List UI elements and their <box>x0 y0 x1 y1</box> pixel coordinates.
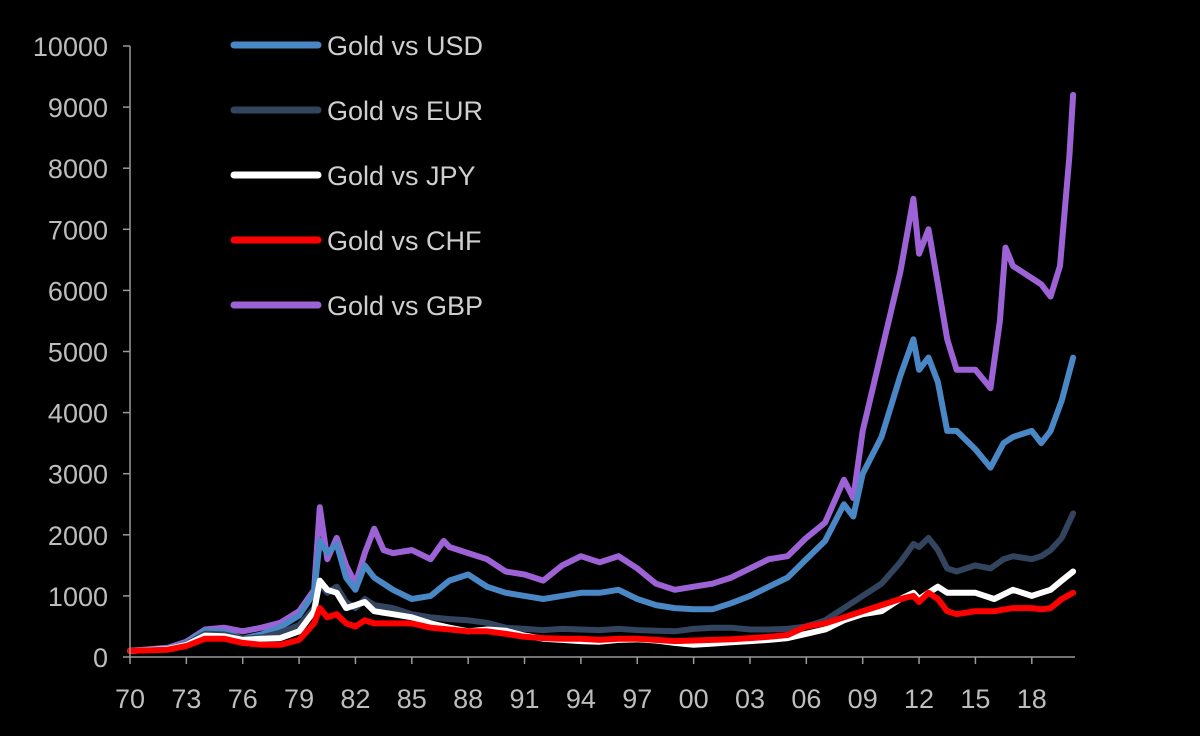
x-tick-label: 94 <box>566 684 596 714</box>
y-tick-label: 5000 <box>48 338 108 368</box>
legend: Gold vs USD Gold vs EUR Gold vs JPY Gold vs… <box>230 31 483 321</box>
series-line-gold-vs-chf <box>127 589 1077 654</box>
x-tick-label: 76 <box>228 684 258 714</box>
x-tick-label: 88 <box>453 684 483 714</box>
x-tick-label: 00 <box>679 684 709 714</box>
legend-label: Gold vs GBP <box>327 291 483 321</box>
x-tick-label: 73 <box>171 684 201 714</box>
y-tick-label: 1000 <box>48 582 108 612</box>
x-tick-label: 18 <box>1017 684 1047 714</box>
y-tick-label: 7000 <box>48 215 108 245</box>
x-tick-label: 15 <box>960 684 990 714</box>
y-tick-label: 4000 <box>48 399 108 429</box>
legend-label: Gold vs EUR <box>327 96 483 126</box>
y-tick-label: 2000 <box>48 521 108 551</box>
x-tick-label: 79 <box>284 684 314 714</box>
y-tick-label: 3000 <box>48 460 108 490</box>
series-line-gold-vs-usd <box>127 336 1077 654</box>
y-tick-label: 6000 <box>48 276 108 306</box>
series-lines <box>127 91 1077 654</box>
x-tick-label: 82 <box>340 684 370 714</box>
x-tick-label: 12 <box>904 684 934 714</box>
legend-label: Gold vs JPY <box>327 161 476 191</box>
y-tick-label: 9000 <box>48 93 108 123</box>
legend-label: Gold vs CHF <box>327 226 482 256</box>
x-tick-label: 91 <box>510 684 540 714</box>
y-tick-label: 8000 <box>48 154 108 184</box>
legend-label: Gold vs USD <box>327 31 483 61</box>
x-tick-label: 97 <box>622 684 652 714</box>
y-tick-label: 10000 <box>33 32 108 62</box>
x-tick-label: 85 <box>397 684 427 714</box>
series-line-gold-vs-gbp <box>127 91 1077 654</box>
axes: 0100020003000400050006000700080009000100… <box>33 32 1075 714</box>
x-tick-label: 09 <box>848 684 878 714</box>
x-tick-label: 03 <box>735 684 765 714</box>
x-tick-label: 70 <box>115 684 145 714</box>
y-tick-label: 0 <box>93 643 108 673</box>
x-tick-label: 06 <box>791 684 821 714</box>
